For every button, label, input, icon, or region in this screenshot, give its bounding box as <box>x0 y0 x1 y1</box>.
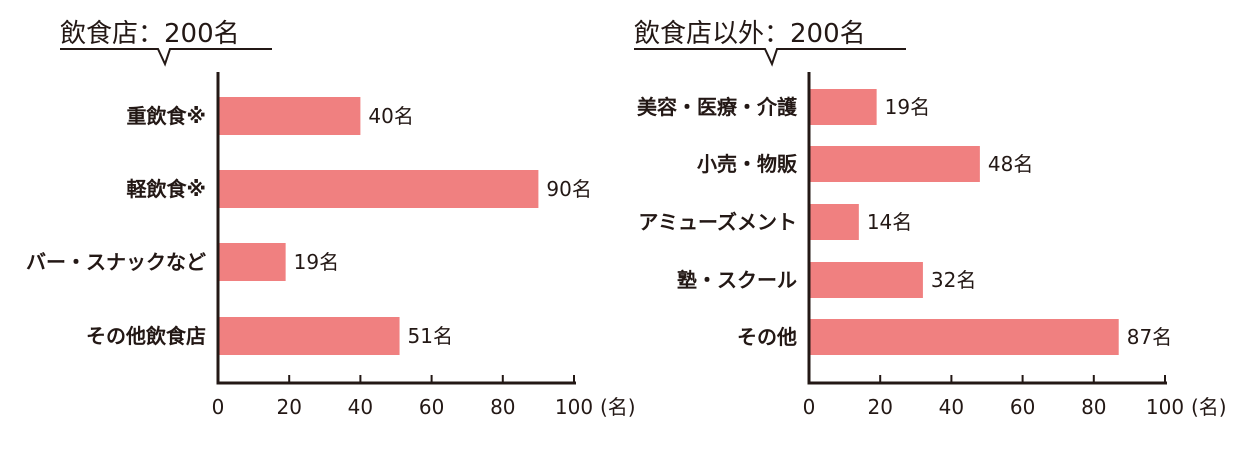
x-axis-unit: (名) <box>1191 395 1227 419</box>
x-axis-unit: (名) <box>600 395 636 419</box>
category-label: アミューズメント <box>638 210 797 234</box>
data-label: 87名 <box>1127 325 1172 349</box>
bar <box>218 243 286 281</box>
x-tick-label: 40 <box>939 395 964 419</box>
bar <box>809 89 877 125</box>
bar <box>809 146 980 182</box>
bar <box>218 97 361 135</box>
x-tick-label: 60 <box>419 395 444 419</box>
category-label: その他飲食店 <box>86 324 206 348</box>
data-label: 14名 <box>867 210 912 234</box>
x-tick-label: 40 <box>348 395 373 419</box>
x-tick-label: 80 <box>1081 395 1106 419</box>
data-label: 48名 <box>988 152 1033 176</box>
x-tick-label: 20 <box>276 395 301 419</box>
category-label: 美容・医療・介護 <box>637 95 798 119</box>
category-label: 小売・物販 <box>697 152 798 176</box>
data-label: 51名 <box>408 324 453 348</box>
bar <box>809 262 923 298</box>
bar <box>809 204 859 240</box>
bar <box>218 170 539 208</box>
data-label: 19名 <box>294 250 339 274</box>
x-tick-label: 0 <box>212 395 225 419</box>
x-tick-label: 100 <box>555 395 593 419</box>
data-label: 90名 <box>546 177 591 201</box>
bar <box>218 317 400 355</box>
x-tick-label: 0 <box>803 395 816 419</box>
category-label: その他 <box>737 325 797 349</box>
data-label: 40名 <box>368 104 413 128</box>
x-tick-label: 80 <box>490 395 515 419</box>
data-label: 19名 <box>885 95 930 119</box>
category-label: 軽飲食※ <box>127 177 206 201</box>
x-tick-label: 60 <box>1010 395 1035 419</box>
chart-title: 飲食店：200名 <box>60 19 240 49</box>
x-tick-label: 20 <box>867 395 892 419</box>
category-label: バー・スナックなど <box>26 250 206 274</box>
title-underline <box>60 48 272 67</box>
category-label: 重飲食※ <box>127 104 206 128</box>
x-tick-label: 100 <box>1146 395 1184 419</box>
bar <box>809 319 1119 355</box>
chart-title: 飲食店以外：200名 <box>634 19 866 49</box>
category-label: 塾・スクール <box>677 268 797 292</box>
title-underline <box>634 48 906 67</box>
data-label: 32名 <box>931 268 976 292</box>
